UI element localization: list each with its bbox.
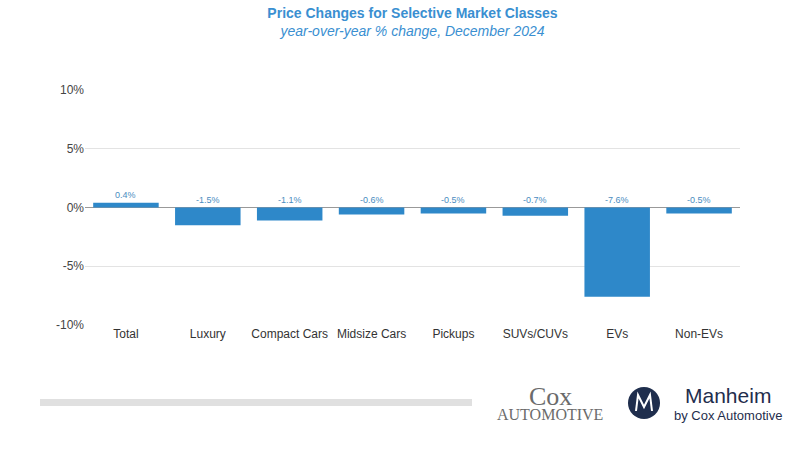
svg-text:-1.1%: -1.1% <box>278 195 302 205</box>
svg-text:Non-EVs: Non-EVs <box>675 327 723 341</box>
svg-text:0.4%: 0.4% <box>115 190 136 200</box>
svg-text:EVs: EVs <box>606 327 628 341</box>
svg-text:Midsize Cars: Midsize Cars <box>337 327 406 341</box>
svg-text:5%: 5% <box>67 142 85 156</box>
svg-text:-0.6%: -0.6% <box>360 195 384 205</box>
svg-text:Pickups: Pickups <box>432 327 474 341</box>
svg-text:AUTOMOTIVE: AUTOMOTIVE <box>497 406 603 423</box>
svg-text:Price Changes for Selective Ma: Price Changes for Selective Market Class… <box>267 5 557 39</box>
svg-text:10%: 10% <box>60 83 84 97</box>
svg-text:-0.5%: -0.5% <box>687 195 711 205</box>
svg-text:Cox: Cox <box>529 382 572 411</box>
svg-text:-0.7%: -0.7% <box>523 195 547 205</box>
svg-text:Compact Cars: Compact Cars <box>251 327 328 341</box>
svg-text:-1.5%: -1.5% <box>196 195 220 205</box>
svg-text:SUVs/CUVs: SUVs/CUVs <box>503 327 568 341</box>
svg-text:by Cox Automotive: by Cox Automotive <box>674 408 782 423</box>
svg-text:Manheim: Manheim <box>685 384 771 407</box>
svg-text:-5%: -5% <box>63 259 85 273</box>
svg-text:-7.6%: -7.6% <box>605 195 629 205</box>
svg-text:Total: Total <box>113 327 138 341</box>
svg-text:-10%: -10% <box>56 318 84 332</box>
svg-text:0%: 0% <box>67 201 85 215</box>
svg-text:-0.5%: -0.5% <box>441 195 465 205</box>
svg-text:Luxury: Luxury <box>190 327 226 341</box>
